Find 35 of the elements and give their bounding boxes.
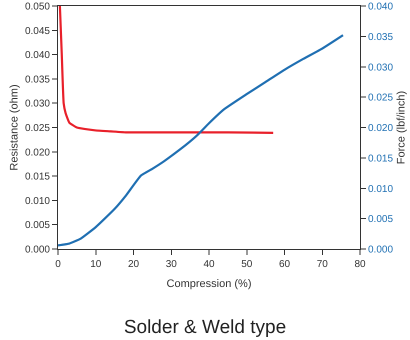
x-tick-label: 70 (316, 259, 328, 270)
y-tick-label: 0.000 (24, 244, 50, 256)
y-tick-label: 0.050 (24, 2, 50, 12)
y2-tick-label: 0.020 (368, 123, 394, 134)
line-series (58, 34, 344, 246)
y2-tick-label: 0.030 (368, 62, 394, 74)
y-tick-label: 0.020 (24, 147, 50, 158)
y-tick-label: 0.045 (24, 26, 50, 37)
y-tick-label: 0.035 (24, 74, 50, 86)
y-tick-label: 0.005 (24, 220, 50, 232)
x-tick-label: 80 (354, 259, 366, 270)
y2-tick-label: 0.025 (368, 92, 394, 104)
x-tick-label: 40 (203, 259, 215, 270)
text: Solder & Weld type (124, 317, 286, 338)
y-tick-label: 0.010 (24, 196, 50, 207)
y-tick-label: 0.025 (24, 123, 50, 134)
y-tick-label: 0.040 (24, 50, 50, 62)
x-axis-title: Compression (%) (166, 278, 252, 290)
y2-tick-label: 0.005 (368, 214, 394, 226)
x-tick-label: 20 (128, 259, 140, 270)
y-axis-title: Resistance (ohm) (8, 84, 21, 171)
y2-tick-label: 0.035 (368, 32, 394, 43)
x-tick-label: 10 (90, 259, 102, 270)
x-tick-label: 60 (278, 259, 290, 270)
y2-tick-label: 0.000 (368, 244, 394, 256)
x-tick-label: 30 (166, 259, 178, 270)
x-tick-label: 50 (241, 259, 253, 270)
line-series (58, 6, 274, 134)
y2-tick-label: 0.010 (368, 184, 394, 195)
y-tick-label: 0.030 (24, 98, 50, 110)
y2-tick-label: 0.040 (368, 2, 394, 12)
y-tick-label: 0.015 (24, 172, 50, 183)
y2-axis-title: Force (lbf/inch) (396, 90, 408, 164)
x-tick-label: 0 (55, 259, 62, 270)
y2-tick-label: 0.015 (368, 153, 394, 164)
